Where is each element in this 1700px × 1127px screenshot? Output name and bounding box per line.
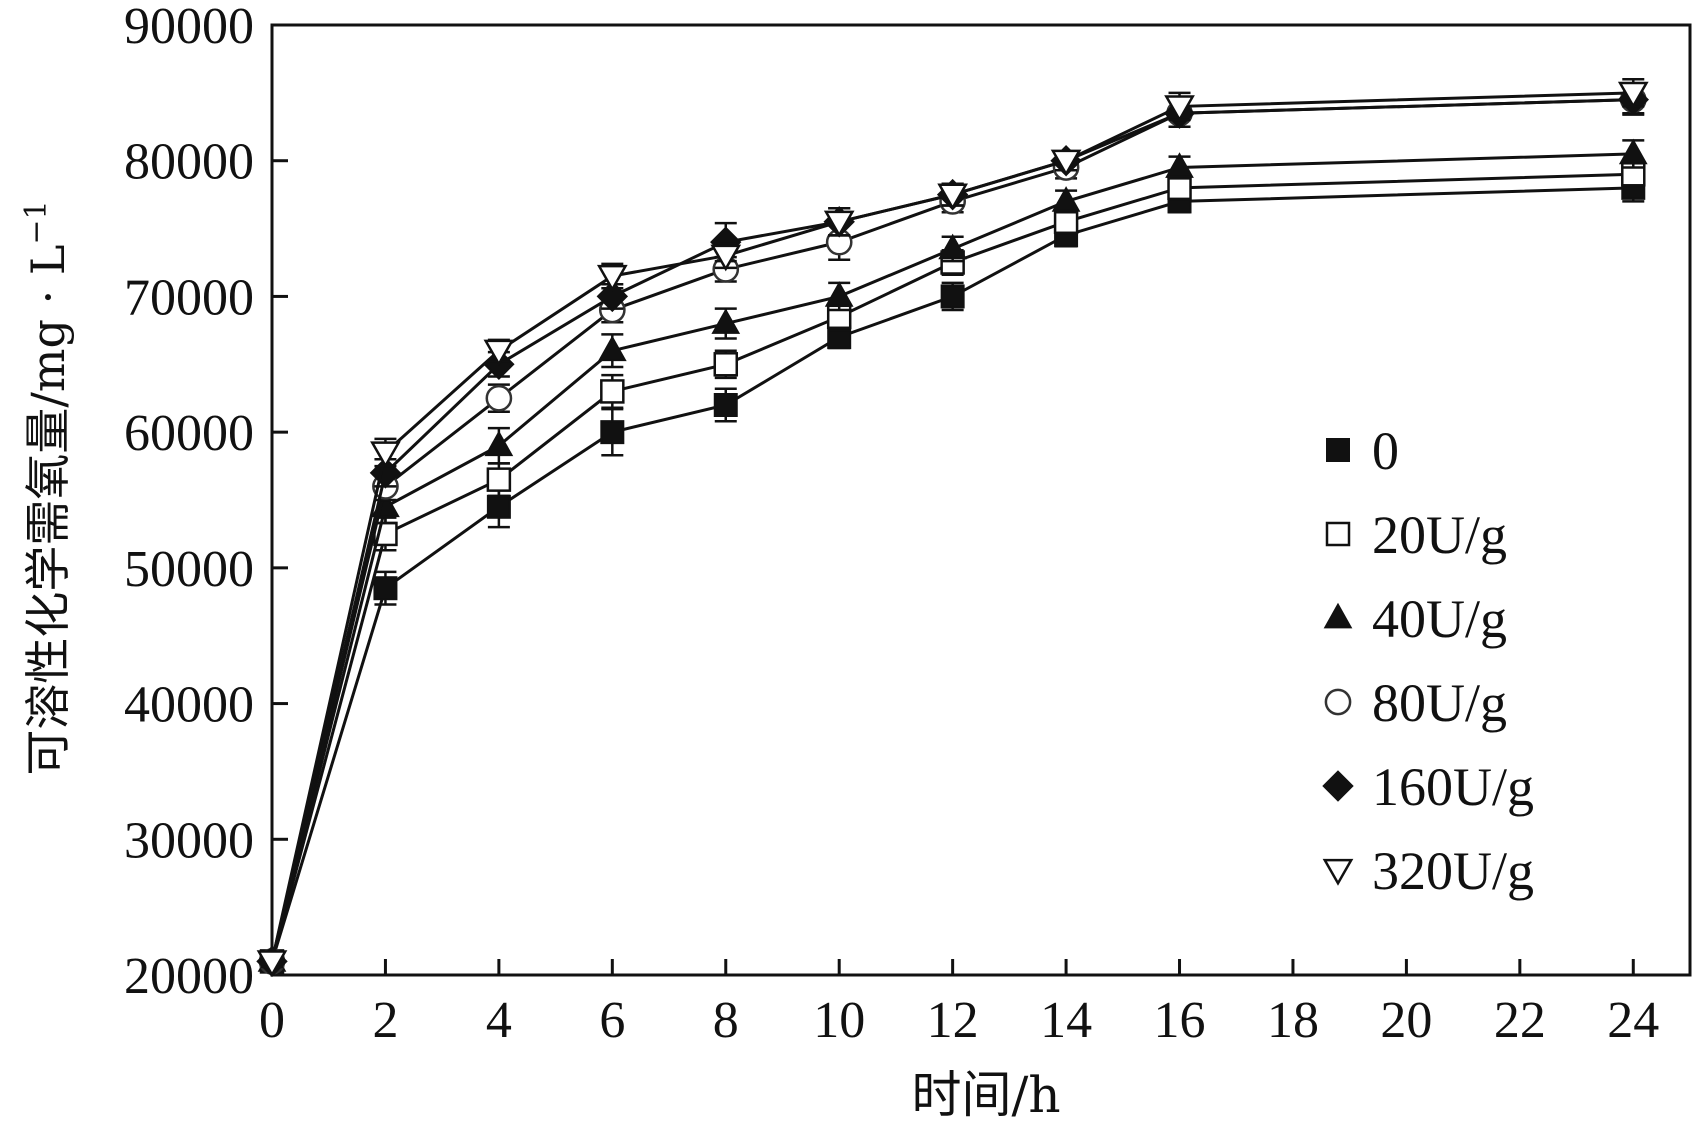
data-point [485, 384, 513, 412]
legend-label: 320U/g [1372, 841, 1534, 901]
legend-item-6: 320U/g [1322, 841, 1534, 901]
y-tick-label: 20000 [124, 948, 254, 1005]
legend-marker [1326, 438, 1350, 462]
data-point [824, 281, 854, 307]
legend-marker [1322, 770, 1354, 802]
series-layer [256, 78, 1649, 978]
data-point [1165, 152, 1194, 178]
series-line [270, 98, 1634, 962]
legend-label: 0 [1372, 421, 1399, 481]
y-axis-title-superscript: −1 [19, 200, 54, 244]
y-axis-title-main: 可溶性化学需氧量/mg · L [21, 245, 75, 776]
legend-item-2: 20U/g [1325, 505, 1507, 565]
legend-marker [1322, 858, 1354, 886]
series-6 [256, 78, 1649, 978]
series-2 [259, 160, 1646, 974]
x-tick-label: 6 [599, 992, 625, 1049]
data-point [1167, 175, 1192, 201]
plot-border [270, 23, 1692, 977]
data-point [1618, 138, 1648, 165]
legend-item-1: 0 [1326, 421, 1399, 481]
y-tick-label: 80000 [124, 134, 254, 191]
legend-label: 20U/g [1372, 505, 1507, 565]
data-point [486, 467, 512, 492]
x-axis: 0 2 4 6 8 10 12 14 16 18 20 22 24 [259, 959, 1659, 1049]
x-tick-label: 22 [1494, 992, 1546, 1049]
series-line [270, 172, 1634, 962]
data-point [938, 233, 967, 260]
legend-label: 40U/g [1372, 589, 1507, 649]
data-point [600, 420, 625, 445]
y-tick-label: 90000 [124, 0, 254, 55]
data-point [1164, 95, 1195, 123]
data-point [940, 284, 965, 309]
x-tick-label: 0 [259, 992, 285, 1049]
x-tick-label: 20 [1380, 992, 1432, 1049]
data-point [1050, 149, 1082, 177]
x-tick-label: 14 [1040, 992, 1092, 1049]
series-line [270, 98, 1634, 962]
data-point [600, 379, 625, 404]
data-point [483, 339, 515, 367]
data-point [370, 441, 401, 469]
legend-item-4: 80U/g [1324, 673, 1507, 733]
data-point [1617, 81, 1649, 109]
x-tick-label: 4 [486, 992, 512, 1049]
x-tick-label: 24 [1607, 992, 1659, 1049]
data-point [1051, 186, 1081, 212]
y-tick-label: 30000 [124, 812, 254, 869]
legend-item-5: 160U/g [1322, 757, 1534, 817]
legend-marker [1324, 688, 1352, 716]
x-tick-label: 10 [813, 992, 865, 1049]
data-point [710, 244, 742, 272]
data-point [486, 494, 511, 519]
x-tick-label: 12 [927, 992, 979, 1049]
data-point [596, 264, 628, 292]
data-point [713, 393, 738, 417]
series-line [270, 152, 1634, 962]
data-point [484, 430, 514, 457]
data-point [711, 308, 741, 334]
x-axis-title: 时间/h [911, 1066, 1060, 1124]
legend-label: 160U/g [1372, 757, 1534, 817]
y-tick-label: 60000 [124, 405, 254, 462]
x-tick-label: 2 [372, 992, 398, 1049]
y-tick-label: 40000 [124, 677, 254, 734]
legend: 0 20U/g 40U/g 80U/g 160U/g 320U/g [1322, 421, 1534, 901]
plot-frame [270, 23, 1692, 977]
y-tick-label: 50000 [124, 541, 254, 598]
x-tick-label: 18 [1267, 992, 1319, 1049]
legend-marker [1325, 521, 1351, 547]
data-point [1053, 209, 1079, 235]
x-tick-label: 16 [1154, 992, 1206, 1049]
y-axis: 20000 30000 40000 50000 60000 70000 80000 90000 [124, 0, 288, 1005]
data-point [937, 183, 968, 211]
data-point [256, 950, 288, 978]
legend-item-3: 40U/g [1323, 589, 1507, 649]
legend-label: 80U/g [1372, 673, 1507, 733]
data-point [597, 335, 627, 362]
y-axis-title: 可溶性化学需氧量/mg · L−1 [19, 200, 75, 775]
y-tick-label: 70000 [124, 269, 254, 326]
series-line [270, 186, 1634, 962]
series-line [270, 91, 1634, 962]
x-tick-label: 8 [713, 992, 739, 1049]
data-point [713, 352, 739, 377]
data-point [823, 210, 855, 238]
legend-marker [1323, 602, 1353, 629]
data-point [373, 576, 398, 601]
